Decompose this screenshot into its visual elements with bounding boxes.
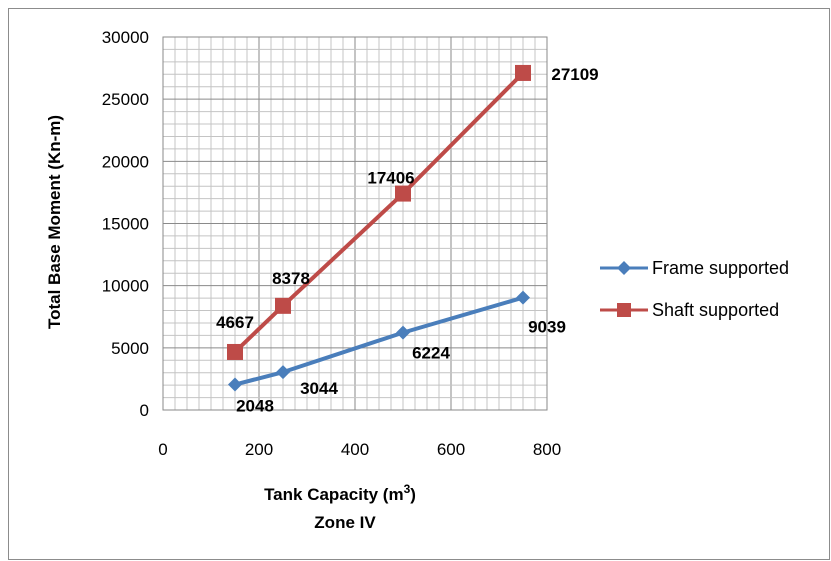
x-tick-labels: 0 200 400 600 800	[158, 440, 561, 459]
data-point-shaft	[275, 297, 291, 314]
data-point-frame	[516, 290, 530, 305]
x-tick-label: 200	[245, 440, 273, 459]
data-point-shaft	[515, 64, 531, 81]
y-tick-label: 20000	[102, 152, 149, 171]
x-tick-label: 800	[533, 440, 561, 459]
y-tick-label: 10000	[102, 277, 149, 296]
data-label: 17406	[367, 169, 414, 188]
y-tick-label: 0	[140, 401, 149, 420]
data-label: 27109	[551, 65, 598, 84]
x-tick-label: 400	[341, 440, 369, 459]
square-marker-icon	[617, 303, 631, 317]
data-point-frame	[228, 377, 242, 392]
y-tick-label: 25000	[102, 90, 149, 109]
x-tick-label: 600	[437, 440, 465, 459]
legend-item-frame: Frame supported	[600, 258, 789, 278]
series-line-shaft	[233, 71, 525, 354]
data-label: 4667	[216, 313, 254, 332]
series	[227, 64, 531, 392]
x-tick-label: 0	[158, 440, 167, 459]
chart-frame	[8, 8, 830, 560]
chart-subtitle: Zone IV	[314, 513, 376, 532]
grid	[162, 36, 548, 411]
legend-item-shaft: Shaft supported	[600, 300, 779, 320]
y-tick-label: 15000	[102, 215, 149, 234]
plot-area-border	[162, 36, 548, 411]
y-tick-label: 30000	[102, 28, 149, 47]
y-tick-label: 5000	[111, 339, 149, 358]
data-labels: 2048 3044 6224 9039 4667 8378 17406 27109	[216, 65, 599, 416]
data-point-frame	[396, 325, 410, 340]
diamond-marker-icon	[617, 261, 631, 275]
data-point-shaft	[227, 343, 243, 360]
x-axis-title: Tank Capacity (m3)	[264, 482, 416, 504]
data-label: 2048	[236, 397, 274, 416]
data-point-frame	[276, 365, 290, 380]
series-line-frame	[234, 295, 524, 387]
legend-label-frame: Frame supported	[652, 258, 789, 278]
y-axis-title: Total Base Moment (Kn-m)	[45, 115, 64, 329]
y-tick-labels: 0 5000 10000 15000 20000 25000 30000	[102, 28, 149, 420]
data-label: 3044	[300, 379, 338, 398]
data-label: 8378	[272, 269, 310, 288]
data-label: 9039	[528, 318, 566, 337]
data-point-shaft	[395, 185, 411, 202]
legend-label-shaft: Shaft supported	[652, 300, 779, 320]
legend: Frame supported Shaft supported	[600, 258, 789, 320]
data-label: 6224	[412, 344, 450, 363]
